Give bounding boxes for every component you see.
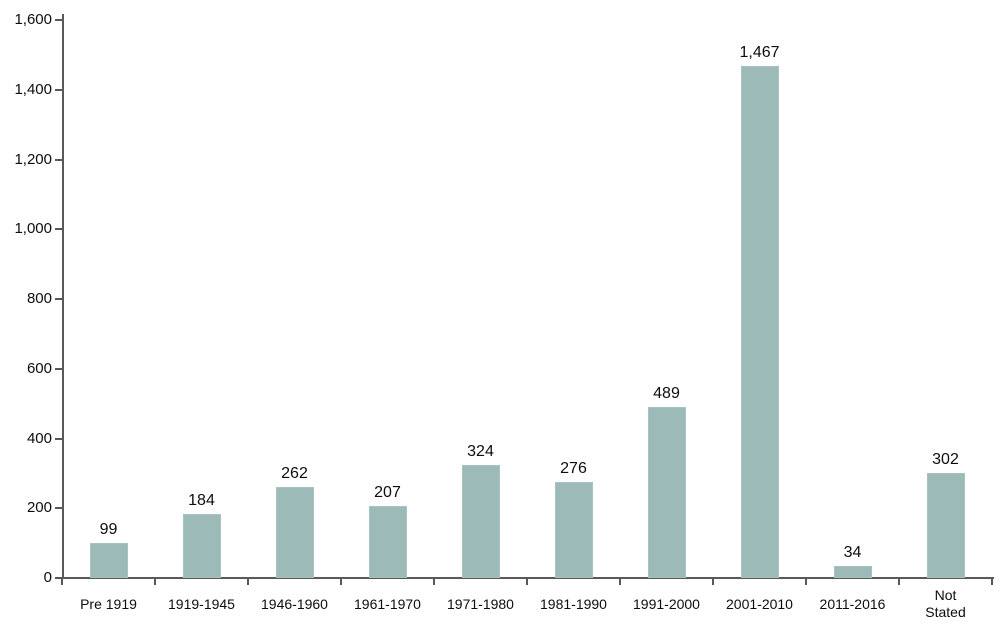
y-axis-tick-label: 1,600	[14, 11, 52, 28]
x-axis-tick	[805, 577, 807, 585]
bar-value-label: 207	[374, 483, 401, 501]
bar-value-label: 184	[188, 491, 215, 509]
y-axis-tick	[55, 158, 64, 161]
y-axis-tick	[55, 19, 64, 21]
x-axis-tick	[340, 577, 342, 585]
bar-value-label: 302	[932, 450, 959, 468]
x-axis-category-label: Not Stated	[925, 587, 966, 620]
bar	[740, 66, 779, 578]
bar	[182, 513, 221, 578]
x-axis-tick	[433, 577, 435, 585]
x-axis-tick	[247, 577, 249, 585]
x-axis-category-label: 1919-1945	[168, 595, 235, 612]
x-axis-category-label: 2011-2016	[819, 595, 886, 612]
y-axis-tick-label: 1,000	[14, 220, 52, 238]
x-axis-category-label: 1971-1980	[447, 595, 514, 612]
bar	[554, 481, 593, 578]
y-axis-tick	[55, 367, 64, 370]
y-axis-tick	[55, 577, 64, 579]
x-axis-tick	[898, 577, 900, 585]
x-axis-tick	[712, 577, 714, 585]
y-axis-tick-label: 1,200	[14, 150, 52, 168]
y-axis-tick-label: 600	[26, 359, 52, 377]
bar	[926, 472, 965, 578]
x-axis-category-label: 1981-1990	[540, 595, 607, 612]
y-axis-tick-label: 800	[26, 290, 52, 307]
y-axis-tick	[55, 437, 64, 440]
x-axis-line	[62, 577, 994, 579]
x-axis-category-label: 1961-1970	[354, 595, 421, 612]
bar-value-label: 276	[560, 459, 587, 477]
bar	[647, 407, 686, 578]
x-axis-category-label: Pre 1919	[80, 595, 137, 612]
x-axis-tick	[61, 577, 63, 585]
bar-value-label: 99	[99, 521, 118, 539]
bar	[368, 505, 407, 578]
bar	[275, 486, 314, 578]
bar-value-label: 262	[281, 464, 308, 482]
x-axis-category-label: 2001-2010	[726, 595, 793, 612]
y-axis-line	[62, 14, 64, 579]
y-axis-tick	[55, 228, 64, 231]
x-axis-category-label: 1991-2000	[633, 595, 700, 612]
bar-value-label: 489	[653, 385, 680, 403]
x-axis-tick	[619, 577, 621, 585]
y-axis-tick-label: 1,400	[14, 80, 52, 98]
bar-value-label: 324	[467, 443, 494, 460]
y-axis-tick-label: 200	[26, 499, 52, 517]
bar	[461, 465, 500, 578]
x-axis-tick	[526, 577, 528, 585]
x-axis-category-label: 1946-1960	[261, 595, 328, 612]
y-axis-tick	[55, 507, 64, 510]
bar-value-label: 34	[843, 544, 862, 562]
x-axis-tick	[154, 577, 156, 585]
bar	[89, 543, 128, 578]
bar	[833, 566, 872, 578]
y-axis-tick-label: 400	[26, 429, 52, 447]
x-axis-tick	[991, 577, 993, 585]
y-axis-tick-label: 0	[43, 569, 52, 586]
y-axis-tick	[55, 298, 64, 300]
y-axis-tick	[55, 88, 64, 91]
bar-value-label: 1,467	[739, 44, 780, 62]
